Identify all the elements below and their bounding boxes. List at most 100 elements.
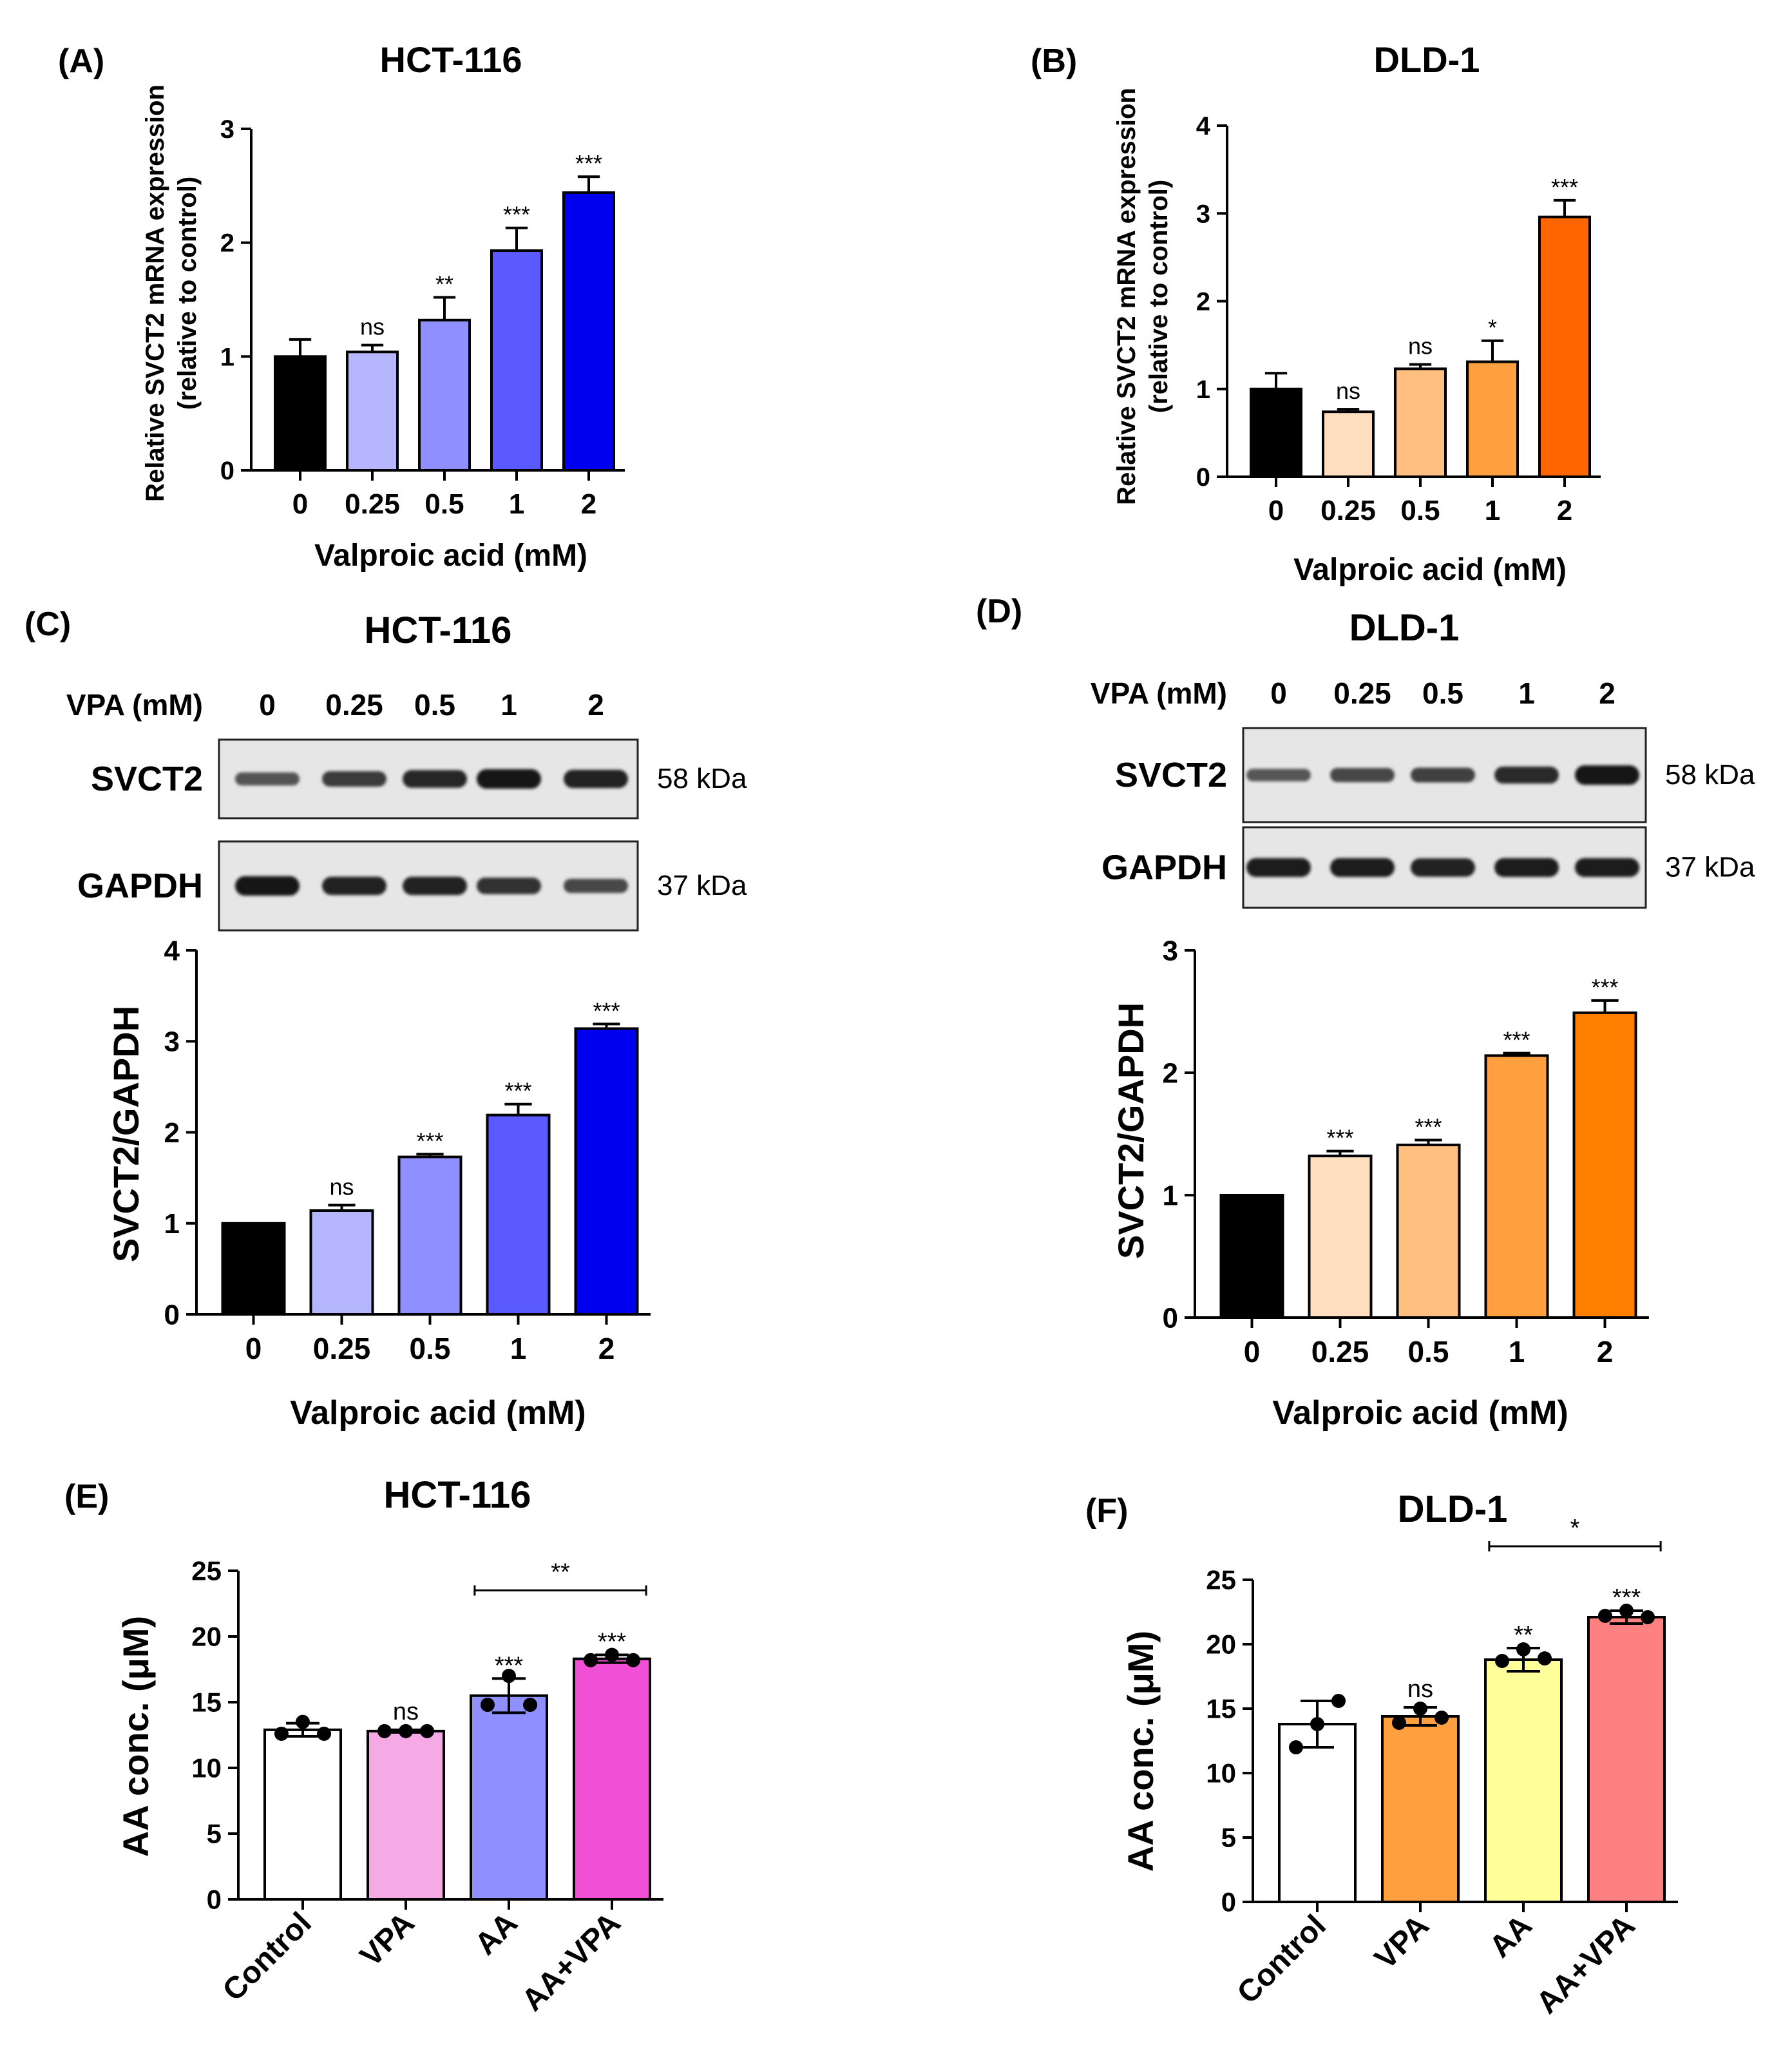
data-point bbox=[1310, 1717, 1324, 1731]
blot-band bbox=[1411, 767, 1475, 783]
y-axis-label: SVCT2/GAPDH bbox=[106, 1006, 146, 1262]
data-point bbox=[420, 1723, 435, 1738]
significance-label: *** bbox=[504, 1078, 531, 1104]
x-tick-label: 2 bbox=[1597, 1335, 1614, 1368]
blot-band bbox=[1330, 858, 1395, 878]
data-point bbox=[626, 1653, 641, 1667]
significance-label: ns bbox=[360, 314, 385, 340]
significance-label: *** bbox=[1551, 174, 1578, 200]
x-tick-label: 0.5 bbox=[424, 488, 464, 520]
bar-1 bbox=[1466, 360, 1519, 479]
y-tick-label: 1 bbox=[1196, 376, 1210, 404]
x-tick-label: 0 bbox=[1268, 495, 1284, 526]
significance-label: *** bbox=[593, 997, 620, 1024]
lane-label: 1 bbox=[500, 688, 517, 722]
data-point bbox=[1391, 1716, 1406, 1730]
blot-band bbox=[477, 878, 541, 894]
panel-label: (D) bbox=[976, 593, 1022, 630]
y-tick-label: 0 bbox=[1163, 1302, 1178, 1334]
bar-VPA bbox=[1381, 1715, 1460, 1903]
y-tick-label: 0 bbox=[207, 1885, 222, 1915]
panel-b: (B) DLD-1 Relative SVCT2 mRNA expression… bbox=[1031, 39, 1601, 587]
y-tick-label: 20 bbox=[1206, 1629, 1236, 1660]
x-tick-label: AA+VPA bbox=[515, 1906, 627, 2018]
chart-title: HCT-116 bbox=[365, 609, 512, 651]
blot-band bbox=[564, 769, 628, 789]
chart-title: DLD-1 bbox=[1349, 607, 1460, 649]
panel-f: (F) DLD-1 AA conc. (μM) 0 5 10 15 20 25 Contro… bbox=[1085, 1488, 1678, 2020]
x-tick-label: 1 bbox=[510, 1332, 527, 1365]
bar-AA bbox=[1484, 1658, 1563, 1903]
data-point bbox=[1435, 1711, 1449, 1725]
data-point bbox=[1597, 1609, 1612, 1623]
y-tick-label: 0 bbox=[1221, 1887, 1236, 1917]
y-tick-label: 3 bbox=[1163, 935, 1178, 966]
y-tick-label: 25 bbox=[191, 1556, 222, 1586]
y-tick-label: 0 bbox=[1196, 463, 1210, 492]
y-tick-label: 1 bbox=[220, 343, 234, 371]
bar-0.5 bbox=[418, 318, 471, 472]
bar-AA bbox=[470, 1694, 548, 1901]
x-tick-label: 2 bbox=[598, 1332, 615, 1365]
significance-label: ** bbox=[435, 271, 453, 297]
bar-0.5 bbox=[1394, 367, 1447, 478]
bar-0 bbox=[274, 355, 327, 472]
bar-2 bbox=[562, 191, 615, 472]
bar-0.5 bbox=[397, 1155, 462, 1316]
y-tick-label: 2 bbox=[164, 1117, 180, 1149]
lane-label: 0.25 bbox=[325, 688, 383, 722]
bar-0 bbox=[1219, 1194, 1284, 1319]
data-point bbox=[274, 1726, 289, 1741]
bar-0 bbox=[1250, 387, 1302, 478]
significance-label: ns bbox=[329, 1174, 354, 1200]
significance-label: ns bbox=[393, 1698, 419, 1725]
chart-title: DLD-1 bbox=[1398, 1488, 1508, 1530]
x-tick-label: 0.25 bbox=[1311, 1335, 1369, 1368]
lane-label: 2 bbox=[587, 688, 604, 722]
significance-label: ns bbox=[1336, 378, 1360, 404]
y-tick-label: 0 bbox=[164, 1299, 180, 1330]
bar-1 bbox=[486, 1113, 551, 1316]
y-axis-label: AA conc. (μM) bbox=[115, 1616, 156, 1857]
bar-0.25 bbox=[346, 350, 399, 472]
x-axis-label: Valproic acid (mM) bbox=[1272, 1394, 1568, 1432]
y-tick-label: 2 bbox=[1196, 288, 1210, 316]
data-point bbox=[377, 1723, 392, 1738]
lane-label: 0 bbox=[1270, 676, 1287, 710]
significance-label: *** bbox=[1415, 1114, 1442, 1140]
data-point bbox=[1538, 1651, 1552, 1665]
x-tick-label: 0.5 bbox=[1400, 495, 1440, 526]
data-point bbox=[1641, 1610, 1655, 1624]
lane-label: 0 bbox=[259, 688, 276, 722]
significance-label: ns bbox=[1408, 333, 1433, 360]
y-tick-label: 1 bbox=[164, 1208, 180, 1240]
x-tick-label: 2 bbox=[581, 488, 596, 520]
data-point bbox=[1331, 1694, 1346, 1708]
x-tick-label: 0.5 bbox=[1408, 1335, 1449, 1368]
protein-label: SVCT2 bbox=[91, 760, 203, 798]
x-tick-label: 0.25 bbox=[313, 1332, 371, 1365]
y-axis-label-line1: Relative SVCT2 mRNA expression bbox=[1112, 88, 1141, 505]
bracket-label: * bbox=[1570, 1515, 1580, 1542]
significance-label: * bbox=[1488, 314, 1497, 341]
significance-label: *** bbox=[416, 1127, 443, 1154]
y-tick-label: 15 bbox=[191, 1687, 222, 1718]
kda-label: 37 kDa bbox=[657, 870, 747, 901]
significance-label: *** bbox=[1591, 974, 1618, 1001]
y-tick-label: 3 bbox=[220, 115, 234, 144]
bracket-label: ** bbox=[551, 1559, 570, 1586]
blot-band bbox=[1246, 769, 1311, 782]
blot-band bbox=[1494, 766, 1559, 784]
lane-label: 1 bbox=[1518, 676, 1535, 710]
panel-label: (A) bbox=[58, 43, 104, 80]
x-tick-label: 0 bbox=[292, 488, 308, 520]
data-point bbox=[502, 1669, 516, 1684]
lane-label: 2 bbox=[1599, 676, 1616, 710]
data-point bbox=[605, 1647, 619, 1662]
lane-label: 0.5 bbox=[1422, 676, 1463, 710]
panel-label: (E) bbox=[64, 1478, 109, 1515]
blot-band bbox=[477, 769, 541, 789]
panel-a: (A) HCT-116 Relative SVCT2 mRNA expressi… bbox=[58, 39, 625, 573]
data-point bbox=[1494, 1654, 1509, 1668]
